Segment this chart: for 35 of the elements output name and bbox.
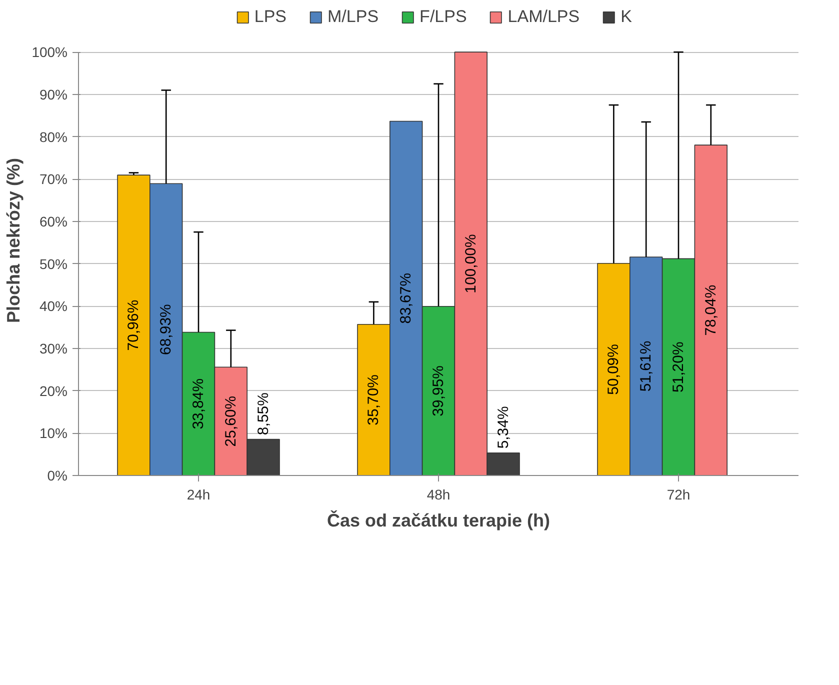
x-axis-title: Čas od začátku terapie (h) bbox=[326, 510, 550, 530]
y-tick-label: 20% bbox=[39, 382, 68, 399]
y-tick-label: 30% bbox=[39, 340, 68, 356]
y-axis-title: Plocha nekrózy (%) bbox=[4, 158, 24, 324]
y-tick-label: 0% bbox=[47, 468, 68, 484]
y-tick-label: 100% bbox=[32, 44, 68, 60]
data-label: 33,84% bbox=[190, 378, 207, 430]
x-tick-label: 72h bbox=[666, 486, 690, 502]
data-label: 51,61% bbox=[638, 340, 655, 392]
y-tick-label: 40% bbox=[39, 298, 68, 314]
legend-label: F/LPS bbox=[420, 7, 467, 27]
data-label: 35,70% bbox=[365, 374, 382, 426]
data-label: 70,96% bbox=[125, 300, 142, 351]
data-label: 50,09% bbox=[605, 344, 622, 395]
data-label: 68,93% bbox=[158, 304, 175, 356]
x-tick-label: 48h bbox=[426, 486, 450, 502]
data-label: 5,34% bbox=[494, 406, 512, 449]
legend-label: M/LPS bbox=[328, 7, 379, 27]
y-tick-label: 70% bbox=[39, 171, 68, 188]
x-tick-label: 24h bbox=[186, 486, 210, 502]
data-label: 25,60% bbox=[222, 396, 240, 447]
data-label: 83,67% bbox=[398, 272, 415, 324]
legend-label: LAM/LPS bbox=[508, 7, 580, 27]
data-label: 39,95% bbox=[430, 365, 447, 416]
data-label: 100,00% bbox=[462, 234, 480, 294]
legend-label: LPS bbox=[254, 7, 287, 27]
data-label: 8,55% bbox=[254, 392, 272, 436]
y-tick-label: 90% bbox=[39, 86, 68, 102]
y-tick-label: 60% bbox=[39, 213, 68, 230]
y-tick-label: 50% bbox=[39, 256, 68, 272]
y-tick-label: 10% bbox=[39, 425, 68, 442]
y-tick-label: 80% bbox=[39, 128, 68, 145]
data-label: 51,20% bbox=[670, 342, 687, 393]
legend-label: K bbox=[620, 7, 633, 27]
data-label: 78,04% bbox=[702, 284, 720, 336]
